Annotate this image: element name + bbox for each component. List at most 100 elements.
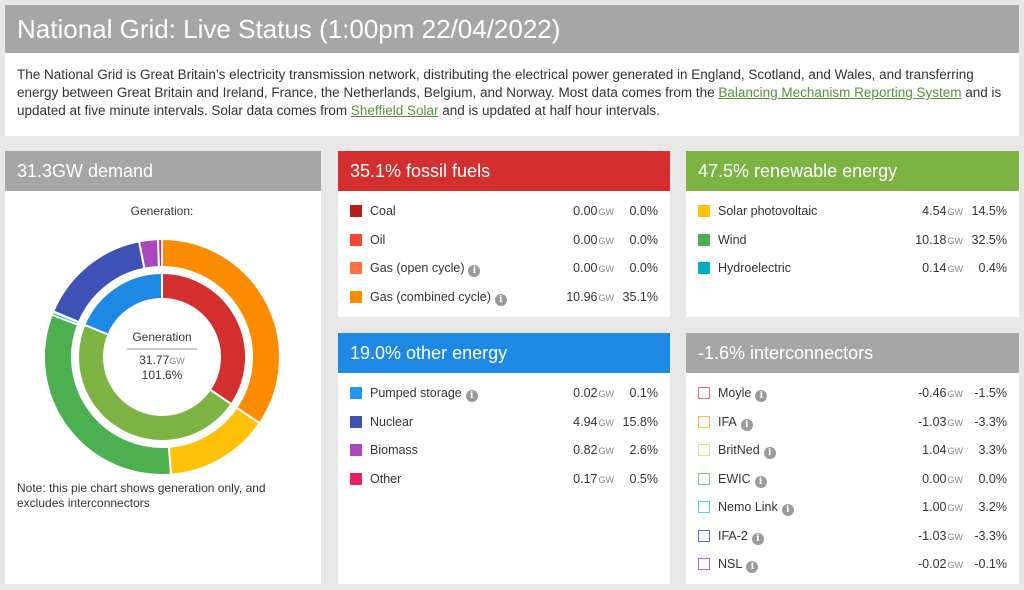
- value-moyle: -0.46GW: [918, 383, 963, 404]
- swatch-gas-combined-cycle: [350, 290, 362, 303]
- pct-oil: 0.0%: [629, 232, 659, 247]
- label-text: IFA: [718, 414, 737, 429]
- row-gas-combined-cycle: Gas (combined cycle) i 10.96GW 35.1%: [338, 287, 670, 307]
- pct-biomass: 2.6%: [629, 443, 659, 457]
- row-moyle: Moyle i -0.46GW -1.5%: [686, 383, 1019, 403]
- row-nsl: NSL i -0.02GW -0.1%: [686, 554, 1019, 574]
- value-biomass: 0.82GW: [573, 440, 614, 461]
- row-gas-open-cycle: Gas (open cycle) i 0.00GW 0.0%: [338, 258, 670, 278]
- value-number: -1.03: [918, 414, 947, 429]
- info-icon[interactable]: i: [754, 475, 767, 488]
- pct-gas-open-cycle: 0.0%: [629, 261, 659, 275]
- value-number: 10.18: [915, 232, 947, 247]
- slice-other[interactable]: [156, 237, 163, 269]
- value-number: 0.02: [573, 386, 598, 400]
- row-oil: Oil 0.00GW 0.0%: [338, 230, 670, 250]
- renewable-header: 47.5% renewable energy: [686, 151, 1019, 191]
- pct-coal: 0.0%: [629, 204, 659, 218]
- value-unit: GW: [598, 417, 615, 428]
- info-icon[interactable]: i: [494, 293, 507, 306]
- center-value: 31.77: [139, 353, 169, 367]
- swatch-ifa-2: [698, 529, 710, 542]
- bmrs-link[interactable]: Balancing Mechanism Reporting System: [718, 85, 962, 100]
- value-coal: 0.00GW: [573, 201, 614, 222]
- info-icon[interactable]: i: [763, 447, 776, 459]
- info-icon[interactable]: i: [465, 390, 478, 402]
- row-ewic: EWIC i 0.00GW 0.0%: [686, 469, 1019, 489]
- pct-pumped-storage: 0.1%: [629, 386, 659, 400]
- label-text: Pumped storage: [370, 386, 462, 400]
- swatch-nuclear: [350, 415, 362, 428]
- row-hydroelectric: Hydroelectric 0.14GW 0.4%: [686, 258, 1019, 278]
- pct-ifa-2: -3.3%: [974, 528, 1007, 543]
- value-number: -0.02: [918, 557, 947, 571]
- row-nuclear: Nuclear 4.94GW 15.8%: [338, 412, 670, 432]
- swatch-coal: [350, 205, 362, 217]
- label-nemo-link: Nemo Link i: [718, 497, 794, 517]
- value-number: 1.04: [922, 443, 947, 457]
- info-icon[interactable]: i: [751, 532, 764, 545]
- label-wind: Wind: [718, 230, 746, 250]
- renewable-card: 47.5% renewable energy Solar photovoltai…: [686, 151, 1019, 317]
- label-nsl: NSL i: [718, 554, 759, 574]
- value-number: 4.94: [573, 414, 598, 429]
- value-number: -0.46: [918, 386, 947, 400]
- value-number: 1.00: [922, 500, 947, 514]
- info-icon[interactable]: i: [781, 504, 794, 516]
- value-nuclear: 4.94GW: [573, 412, 614, 433]
- pct-gas-combined-cycle: 35.1%: [622, 289, 658, 304]
- intro-text-2: and is updated at five minute intervals.…: [17, 85, 1002, 118]
- pct-other: 0.5%: [629, 471, 659, 486]
- slice-other-energy[interactable]: [83, 271, 163, 337]
- value-unit: GW: [598, 207, 615, 217]
- demand-header: 31.3GW demand: [5, 151, 321, 191]
- row-other: Other 0.17GW 0.5%: [338, 469, 670, 489]
- value-wind: 10.18GW: [915, 230, 963, 251]
- value-pumped-storage: 0.02GW: [573, 383, 614, 404]
- value-unit: GW: [598, 235, 615, 246]
- slice-renewable-energy[interactable]: [77, 323, 233, 442]
- value-britned: 1.04GW: [922, 440, 963, 461]
- pct-wind: 32.5%: [971, 232, 1007, 247]
- info-icon[interactable]: i: [740, 418, 753, 431]
- row-britned: BritNed i 1.04GW 3.3%: [686, 440, 1019, 460]
- value-unit: GW: [947, 531, 964, 542]
- row-ifa-2: IFA-2 i -1.03GW -3.3%: [686, 526, 1019, 546]
- value-number: 0.00: [573, 232, 598, 247]
- value-unit: GW: [598, 292, 615, 303]
- swatch-other: [350, 472, 362, 485]
- label-oil: Oil: [370, 230, 385, 250]
- value-unit: GW: [947, 474, 964, 485]
- center-unit: GW: [169, 356, 185, 366]
- value-nemo-link: 1.00GW: [922, 497, 963, 518]
- value-unit: GW: [947, 446, 964, 456]
- sheffield-solar-link[interactable]: Sheffield Solar: [350, 103, 439, 118]
- swatch-ewic: [698, 472, 710, 485]
- swatch-britned: [698, 444, 710, 456]
- label-text: Oil: [370, 232, 386, 247]
- pct-solar-photovoltaic: 14.5%: [971, 204, 1007, 218]
- value-number: 0.00: [573, 261, 598, 275]
- label-gas-combined-cycle: Gas (combined cycle) i: [370, 287, 507, 307]
- value-number: 10.96: [566, 289, 598, 304]
- value-number: -1.03: [918, 528, 947, 543]
- swatch-oil: [350, 233, 362, 246]
- label-text: Coal: [370, 204, 396, 218]
- row-pumped-storage: Pumped storage i 0.02GW 0.1%: [338, 383, 670, 403]
- label-text: Gas (open cycle): [370, 261, 465, 275]
- value-gas-open-cycle: 0.00GW: [573, 258, 614, 279]
- value-unit: GW: [598, 264, 615, 274]
- label-text: EWIC: [718, 471, 751, 486]
- info-icon[interactable]: i: [755, 390, 768, 402]
- value-number: 0.00: [573, 204, 598, 218]
- value-unit: GW: [947, 417, 964, 428]
- value-number: 0.14: [922, 261, 947, 275]
- info-icon[interactable]: i: [468, 265, 481, 277]
- center-pct: 101.6%: [142, 368, 183, 382]
- info-icon[interactable]: i: [746, 561, 759, 573]
- value-unit: GW: [947, 264, 964, 274]
- label-coal: Coal: [370, 201, 396, 221]
- label-biomass: Biomass: [370, 440, 418, 460]
- fossil-card: 35.1% fossil fuels Coal 0.00GW 0.0% Oil 0.00…: [338, 151, 670, 317]
- intro-text: The National Grid is Great Britain’s ele…: [5, 53, 1019, 136]
